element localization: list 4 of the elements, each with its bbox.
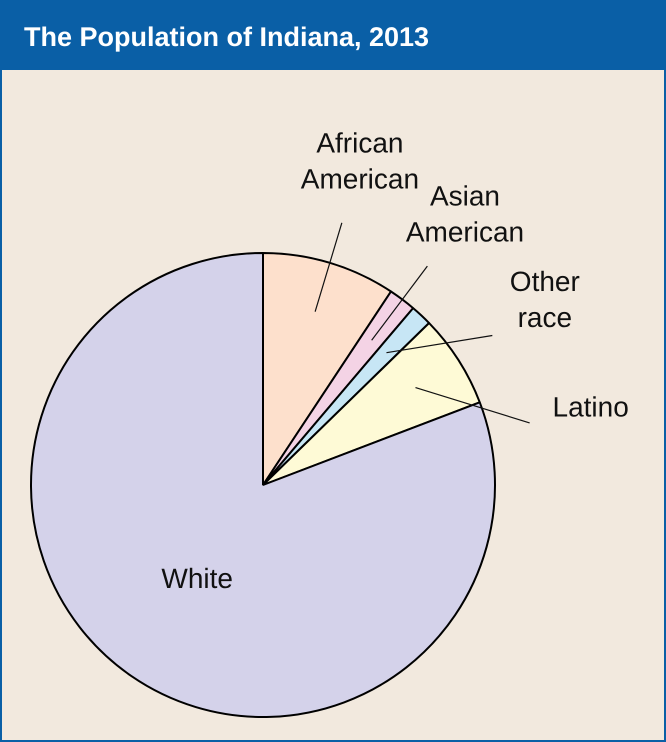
chart-title: The Population of Indiana, 2013 <box>2 2 664 70</box>
slice-label: Latino <box>552 391 629 422</box>
slice-label: White <box>161 563 233 594</box>
slice-label: Other race <box>510 266 580 334</box>
